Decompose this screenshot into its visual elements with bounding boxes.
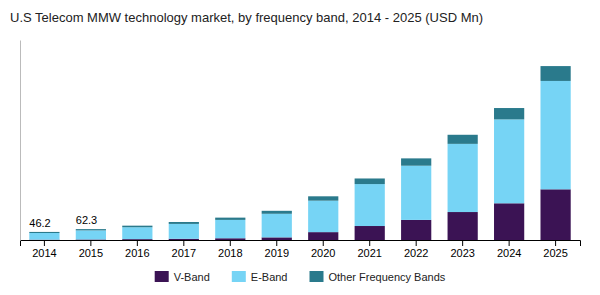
x-tick: 2021 <box>357 240 381 259</box>
x-tick: 2023 <box>450 240 474 259</box>
x-tick: 2014 <box>32 240 56 259</box>
x-tick-mark <box>230 240 231 246</box>
x-tick-label: 2016 <box>125 247 149 259</box>
bar-segment <box>76 229 106 230</box>
bar-segment <box>169 222 199 224</box>
x-tick: 2015 <box>79 240 103 259</box>
bar-segment <box>401 166 431 220</box>
bar-segment <box>262 211 292 214</box>
series <box>29 66 570 233</box>
bar-segment <box>169 239 199 240</box>
x-tick-mark <box>555 240 556 246</box>
x-tick: 2019 <box>265 240 289 259</box>
x-tick: 2024 <box>497 240 521 259</box>
x-axis-line <box>21 241 581 247</box>
series <box>29 81 570 240</box>
x-tick: 2022 <box>404 240 428 259</box>
legend-label: Other Frequency Bands <box>329 271 446 283</box>
x-tick-label: 2019 <box>265 247 289 259</box>
bar-segment <box>540 66 570 81</box>
legend-swatch <box>155 271 169 282</box>
x-tick-mark <box>323 240 324 246</box>
x-tick-mark <box>509 240 510 246</box>
bar-segment <box>215 220 245 238</box>
bar-segment <box>29 232 59 233</box>
legend-label: E-Band <box>251 271 288 283</box>
bar-segment <box>122 227 152 239</box>
bar-segment <box>355 226 385 240</box>
title: U.S Telecom MMW technology market, by fr… <box>10 10 483 25</box>
x-tick-mark <box>137 240 138 246</box>
legend-label: V-Band <box>174 271 210 283</box>
x-tick-label: 2018 <box>218 247 242 259</box>
bar-segment <box>262 214 292 238</box>
annotation: 62.3 <box>76 214 97 226</box>
x-axis: 2014 2015 2016 2017 2018 2019 2020 2021 2022 2023… <box>21 240 581 259</box>
bar-segment <box>308 196 338 200</box>
bar-segment <box>494 119 524 203</box>
bar-segment <box>448 144 478 212</box>
x-tick-mark <box>462 240 463 246</box>
x-tick: 2018 <box>218 240 242 259</box>
bar-segment <box>494 108 524 119</box>
x-tick-mark <box>276 240 277 246</box>
bars <box>29 66 570 240</box>
bar-segment <box>448 135 478 144</box>
chart: U.S Telecom MMW technology market, by fr… <box>0 0 600 295</box>
x-tick-label: 2023 <box>450 247 474 259</box>
x-tick: 2017 <box>172 240 196 259</box>
y-axis-line <box>20 41 21 241</box>
bar-segment <box>401 220 431 240</box>
bar-segment <box>401 158 431 165</box>
y-axis <box>20 41 21 241</box>
legend-swatch <box>310 271 324 282</box>
x-tick-label: 2021 <box>357 247 381 259</box>
bar-segment <box>540 189 570 240</box>
plot: 2014 2015 2016 2017 2018 2019 2020 2021 2022 2023… <box>21 41 581 259</box>
x-tick-label: 2017 <box>172 247 196 259</box>
x-tick-label: 2015 <box>79 247 103 259</box>
bar-segment <box>494 203 524 240</box>
x-tick-mark <box>90 240 91 246</box>
x-tick-mark <box>183 240 184 246</box>
legend-swatch <box>232 271 246 282</box>
bar-segment <box>215 238 245 240</box>
x-tick-mark <box>416 240 417 246</box>
bar-segment <box>76 230 106 239</box>
bar-segment <box>308 232 338 240</box>
x-tick-label: 2025 <box>543 247 567 259</box>
bar-segment <box>540 81 570 189</box>
legend: V-Band E-Band Other Frequency Bands <box>155 271 446 283</box>
x-tick: 2016 <box>125 240 149 259</box>
x-tick-label: 2020 <box>311 247 335 259</box>
bar-segment <box>169 224 199 239</box>
x-tick: 2020 <box>311 240 335 259</box>
x-tick-mark <box>369 240 370 246</box>
bar-segment <box>262 237 292 240</box>
x-tick-label: 2024 <box>497 247 521 259</box>
annotation: 46.2 <box>29 217 50 229</box>
bar-segment <box>355 178 385 184</box>
bar-segment <box>308 201 338 232</box>
legend-item: Other Frequency Bands <box>310 271 446 283</box>
x-tick-label: 2022 <box>404 247 428 259</box>
bar-segment <box>448 212 478 240</box>
bar-segment <box>29 233 59 240</box>
x-tick: 2025 <box>543 240 567 259</box>
legend-item: V-Band <box>155 271 210 283</box>
bar-segment <box>122 226 152 228</box>
x-tick-mark <box>44 240 45 246</box>
bar-segment <box>215 218 245 220</box>
legend-item: E-Band <box>232 271 288 283</box>
bar-segment <box>355 184 385 226</box>
series <box>29 189 570 240</box>
x-tick-label: 2014 <box>32 247 56 259</box>
